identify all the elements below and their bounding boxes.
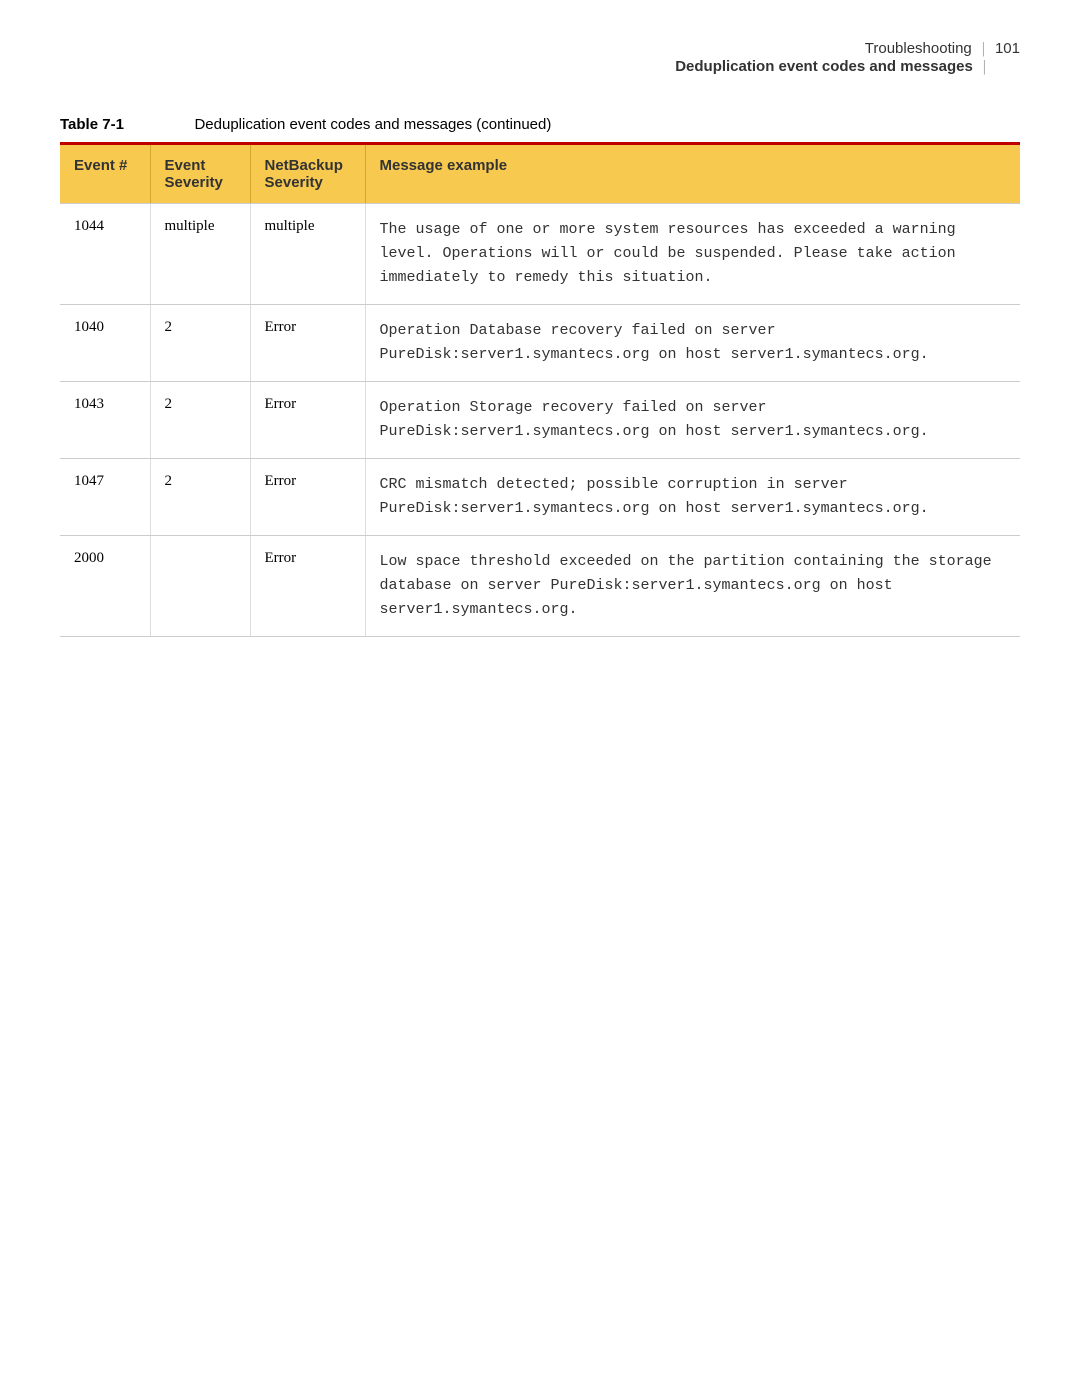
cell-netbackup-severity: Error	[250, 382, 365, 459]
cell-event: 1047	[60, 459, 150, 536]
cell-message: The usage of one or more system resource…	[365, 204, 1020, 305]
cell-event-severity: multiple	[150, 204, 250, 305]
cell-event: 1040	[60, 305, 150, 382]
cell-message: Operation Storage recovery failed on ser…	[365, 382, 1020, 459]
table-header-row: Event # Event Severity NetBackup Severit…	[60, 144, 1020, 204]
breadcrumb: Troubleshooting	[865, 40, 972, 57]
caption-text: Deduplication event codes and messages (…	[194, 116, 551, 133]
cell-netbackup-severity: Error	[250, 536, 365, 637]
cell-event-severity: 2	[150, 305, 250, 382]
table-row: 1040 2 Error Operation Database recovery…	[60, 305, 1020, 382]
separator: |	[983, 58, 986, 75]
column-header-netbackup-severity: NetBackup Severity	[250, 144, 365, 204]
cell-netbackup-severity: Error	[250, 459, 365, 536]
column-header-event-severity: Event Severity	[150, 144, 250, 204]
cell-message: Operation Database recovery failed on se…	[365, 305, 1020, 382]
table-row: 1044 multiple multiple The usage of one …	[60, 204, 1020, 305]
table-row: 1043 2 Error Operation Storage recovery …	[60, 382, 1020, 459]
separator: |	[982, 40, 985, 57]
cell-event-severity: 2	[150, 459, 250, 536]
event-codes-table: Event # Event Severity NetBackup Severit…	[60, 142, 1020, 637]
table-caption: Table 7-1 Deduplication event codes and …	[60, 116, 1020, 134]
table-label: Table 7-1	[60, 116, 190, 133]
cell-event: 2000	[60, 536, 150, 637]
table-row: 1047 2 Error CRC mismatch detected; poss…	[60, 459, 1020, 536]
page-header: Troubleshooting | 101 Deduplication even…	[60, 40, 1020, 76]
cell-event: 1044	[60, 204, 150, 305]
page-number: 101	[995, 40, 1020, 57]
page-subtitle: Deduplication event codes and messages	[675, 58, 973, 75]
cell-event-severity: 2	[150, 382, 250, 459]
column-header-event: Event #	[60, 144, 150, 204]
cell-message: Low space threshold exceeded on the part…	[365, 536, 1020, 637]
cell-netbackup-severity: Error	[250, 305, 365, 382]
cell-message: CRC mismatch detected; possible corrupti…	[365, 459, 1020, 536]
cell-event-severity	[150, 536, 250, 637]
column-header-message: Message example	[365, 144, 1020, 204]
cell-event: 1043	[60, 382, 150, 459]
cell-netbackup-severity: multiple	[250, 204, 365, 305]
table-row: 2000 Error Low space threshold exceeded …	[60, 536, 1020, 637]
